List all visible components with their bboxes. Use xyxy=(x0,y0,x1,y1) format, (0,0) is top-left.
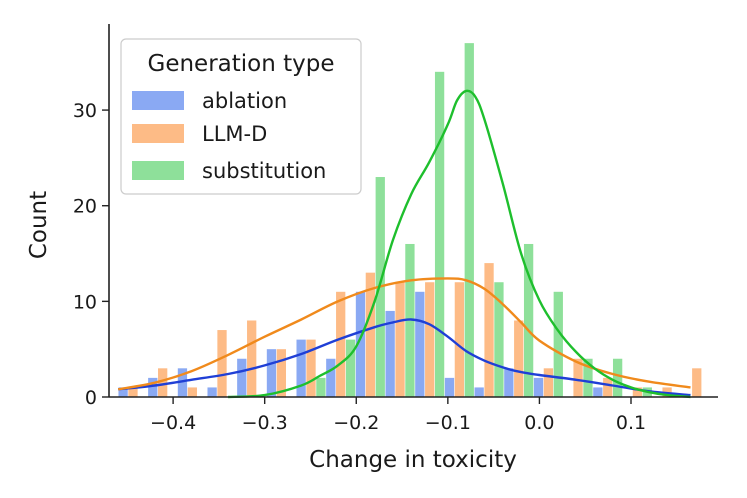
bar-llm-d-14 xyxy=(543,368,554,397)
x-axis-title: Change in toxicity xyxy=(309,447,517,473)
kde-line-substitution xyxy=(228,89,691,399)
legend-box xyxy=(120,38,362,195)
bar-ablation-6 xyxy=(296,339,306,397)
bar-ablation-9 xyxy=(385,310,395,397)
bar-substitution-10 xyxy=(434,71,445,398)
kde-curves xyxy=(117,89,691,399)
legend-label-substitution: substitution xyxy=(202,159,326,183)
bar-llm-d-2 xyxy=(187,387,197,397)
bar-ablation-10 xyxy=(415,291,425,397)
kde-line-ablation xyxy=(118,318,691,397)
bar-substitution-15 xyxy=(583,358,593,397)
y-axis-title: Count xyxy=(26,191,52,259)
y-tick-label-1: 10 xyxy=(73,291,97,313)
bar-substitution-12 xyxy=(494,282,504,397)
bar-ablation-5 xyxy=(266,349,277,397)
bar-ablation-16 xyxy=(593,387,603,397)
x-tick-label-4: 0.0 xyxy=(524,412,554,434)
legend-label-llm-d: LLM-D xyxy=(202,122,267,146)
bar-ablation-13 xyxy=(504,368,514,397)
bar-llm-d-3 xyxy=(217,330,227,397)
bar-ablation-7 xyxy=(326,358,336,397)
bar-llm-d-16 xyxy=(603,377,613,397)
bar-llm-d-15 xyxy=(573,358,583,397)
bar-ablation-14 xyxy=(533,377,544,397)
bar-llm-d-12 xyxy=(484,263,494,397)
bar-llm-d-0 xyxy=(128,387,138,397)
x-tick-label-5: 0.1 xyxy=(616,412,646,434)
x-tick-label-2: −0.2 xyxy=(333,412,379,434)
bar-llm-d-19 xyxy=(692,368,702,397)
bar-llm-d-4 xyxy=(247,320,257,397)
bar-substitution-14 xyxy=(553,291,563,397)
y-tick-label-2: 20 xyxy=(73,196,97,218)
bar-llm-d-10 xyxy=(425,282,435,397)
legend-swatch-substitution xyxy=(132,161,184,180)
y-tick-label-3: 30 xyxy=(73,100,97,122)
bar-llm-d-9 xyxy=(395,282,405,397)
legend: Generation type ablation LLM-D substitut… xyxy=(120,38,362,195)
bar-ablation-4 xyxy=(237,358,247,397)
bar-llm-d-6 xyxy=(306,339,316,397)
x-tick-label-3: −0.1 xyxy=(425,412,471,434)
bar-llm-d-1 xyxy=(158,368,168,397)
legend-swatch-llm-d xyxy=(132,124,184,143)
axes: −0.4 −0.3 −0.2 −0.1 0.0 0.1 0 10 20 30 xyxy=(73,24,718,434)
bar-llm-d-11 xyxy=(454,282,465,397)
bar-llm-d-7 xyxy=(336,291,346,397)
bar-substitution-11 xyxy=(464,43,474,397)
bar-ablation-12 xyxy=(474,387,484,397)
bar-substitution-6 xyxy=(316,377,326,397)
bar-substitution-7 xyxy=(345,339,356,397)
legend-label-ablation: ablation xyxy=(202,89,287,113)
bar-ablation-3 xyxy=(207,387,217,397)
kde-line-llm-d xyxy=(117,277,691,391)
bar-ablation-8 xyxy=(355,291,366,397)
bar-llm-d-17 xyxy=(632,387,643,397)
bar-substitution-13 xyxy=(523,243,534,397)
bar-llm-d-5 xyxy=(276,349,286,397)
x-tick-label-0: −0.4 xyxy=(150,412,196,434)
bar-llm-d-8 xyxy=(365,272,376,397)
bar-ablation-1 xyxy=(148,377,158,397)
legend-swatch-ablation xyxy=(132,91,184,110)
x-tick-label-1: −0.3 xyxy=(242,412,288,434)
y-tick-label-0: 0 xyxy=(85,387,97,409)
bar-ablation-2 xyxy=(177,368,188,397)
bar-substitution-16 xyxy=(612,358,623,397)
legend-title: Generation type xyxy=(148,51,335,77)
bar-llm-d-13 xyxy=(514,320,524,397)
bar-ablation-0 xyxy=(118,387,128,397)
bar-ablation-11 xyxy=(444,377,455,397)
